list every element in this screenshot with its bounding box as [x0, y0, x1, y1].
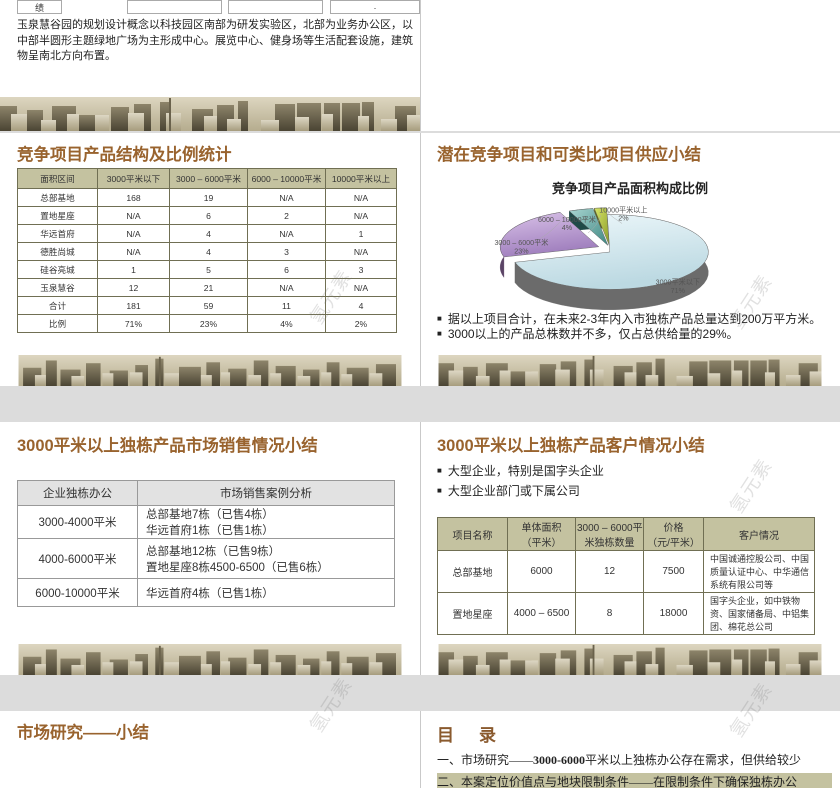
svg-text:3000 – 6000平米: 3000 – 6000平米: [494, 238, 548, 247]
svg-text:23%: 23%: [514, 247, 529, 255]
svg-text:10000平米以上: 10000平米以上: [599, 206, 647, 215]
svg-text:2%: 2%: [618, 215, 629, 223]
svg-text:4%: 4%: [562, 224, 573, 232]
svg-text:6000 – 10000平米: 6000 – 10000平米: [538, 215, 596, 224]
svg-text:3000平米以下: 3000平米以下: [656, 278, 700, 287]
svg-text:71%: 71%: [671, 287, 686, 295]
